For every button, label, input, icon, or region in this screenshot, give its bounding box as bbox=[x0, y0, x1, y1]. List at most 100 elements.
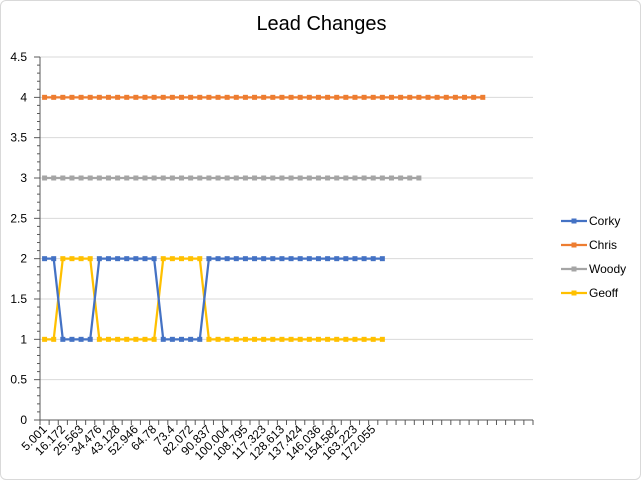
data-point bbox=[370, 175, 376, 181]
data-point bbox=[179, 175, 185, 181]
data-point bbox=[233, 175, 239, 181]
data-point bbox=[188, 94, 194, 100]
data-point bbox=[334, 175, 340, 181]
data-point bbox=[87, 336, 93, 342]
data-point bbox=[215, 175, 221, 181]
data-point bbox=[69, 175, 75, 181]
data-point bbox=[133, 256, 139, 262]
data-point bbox=[87, 256, 93, 262]
data-point bbox=[224, 336, 230, 342]
data-point bbox=[416, 94, 422, 100]
data-point bbox=[60, 94, 66, 100]
data-point bbox=[343, 256, 349, 262]
data-point bbox=[242, 336, 248, 342]
legend-swatch bbox=[561, 290, 587, 296]
data-point bbox=[343, 175, 349, 181]
y-tick-label: 2.5 bbox=[10, 211, 27, 225]
data-point bbox=[151, 175, 157, 181]
legend-swatch-marker bbox=[571, 242, 577, 248]
data-point bbox=[124, 94, 130, 100]
data-point bbox=[352, 336, 358, 342]
data-point bbox=[325, 175, 331, 181]
data-point bbox=[105, 94, 111, 100]
data-point bbox=[361, 94, 367, 100]
data-point bbox=[105, 256, 111, 262]
y-tick-label: 4.5 bbox=[10, 50, 27, 64]
data-point bbox=[197, 175, 203, 181]
data-point bbox=[233, 256, 239, 262]
data-point bbox=[78, 175, 84, 181]
data-point bbox=[261, 256, 267, 262]
data-point bbox=[78, 94, 84, 100]
data-point bbox=[379, 94, 385, 100]
data-point bbox=[252, 94, 258, 100]
data-point bbox=[370, 336, 376, 342]
data-point bbox=[179, 94, 185, 100]
data-point bbox=[270, 256, 276, 262]
data-point bbox=[115, 175, 121, 181]
legend-swatch-marker bbox=[571, 218, 577, 224]
data-point bbox=[169, 256, 175, 262]
data-point bbox=[270, 336, 276, 342]
data-point bbox=[160, 336, 166, 342]
series-corky bbox=[42, 256, 385, 342]
legend-label: Chris bbox=[589, 238, 618, 252]
legend-label: Geoff bbox=[589, 286, 619, 300]
data-point bbox=[370, 256, 376, 262]
data-point bbox=[197, 336, 203, 342]
data-point bbox=[288, 336, 294, 342]
data-point bbox=[325, 94, 331, 100]
data-point bbox=[69, 256, 75, 262]
data-point bbox=[160, 175, 166, 181]
data-point bbox=[124, 175, 130, 181]
data-point bbox=[407, 175, 413, 181]
data-point bbox=[361, 175, 367, 181]
data-point bbox=[343, 336, 349, 342]
data-point bbox=[252, 336, 258, 342]
data-point bbox=[325, 256, 331, 262]
data-point bbox=[197, 94, 203, 100]
data-point bbox=[42, 175, 48, 181]
data-point bbox=[388, 94, 394, 100]
data-point bbox=[169, 175, 175, 181]
data-point bbox=[334, 256, 340, 262]
data-point bbox=[242, 256, 248, 262]
data-point bbox=[78, 336, 84, 342]
data-point bbox=[306, 94, 312, 100]
data-point bbox=[306, 256, 312, 262]
data-point bbox=[261, 336, 267, 342]
data-point bbox=[379, 175, 385, 181]
data-point bbox=[224, 175, 230, 181]
data-point bbox=[233, 94, 239, 100]
data-point bbox=[42, 94, 48, 100]
data-point bbox=[252, 256, 258, 262]
data-point bbox=[334, 94, 340, 100]
data-point bbox=[480, 94, 486, 100]
legend-swatch bbox=[561, 242, 587, 248]
data-point bbox=[315, 94, 321, 100]
data-point bbox=[142, 175, 148, 181]
data-point bbox=[297, 336, 303, 342]
data-point bbox=[188, 175, 194, 181]
legend-swatch bbox=[561, 218, 587, 224]
data-point bbox=[306, 336, 312, 342]
data-point bbox=[96, 94, 102, 100]
data-point bbox=[224, 256, 230, 262]
data-point bbox=[60, 175, 66, 181]
data-point bbox=[233, 336, 239, 342]
data-point bbox=[398, 94, 404, 100]
data-point bbox=[115, 256, 121, 262]
data-point bbox=[206, 94, 212, 100]
data-point bbox=[379, 256, 385, 262]
data-point bbox=[87, 175, 93, 181]
data-point bbox=[87, 94, 93, 100]
data-point bbox=[60, 336, 66, 342]
data-point bbox=[388, 175, 394, 181]
data-point bbox=[361, 336, 367, 342]
data-point bbox=[261, 94, 267, 100]
data-point bbox=[398, 175, 404, 181]
data-point bbox=[179, 336, 185, 342]
data-point bbox=[288, 175, 294, 181]
